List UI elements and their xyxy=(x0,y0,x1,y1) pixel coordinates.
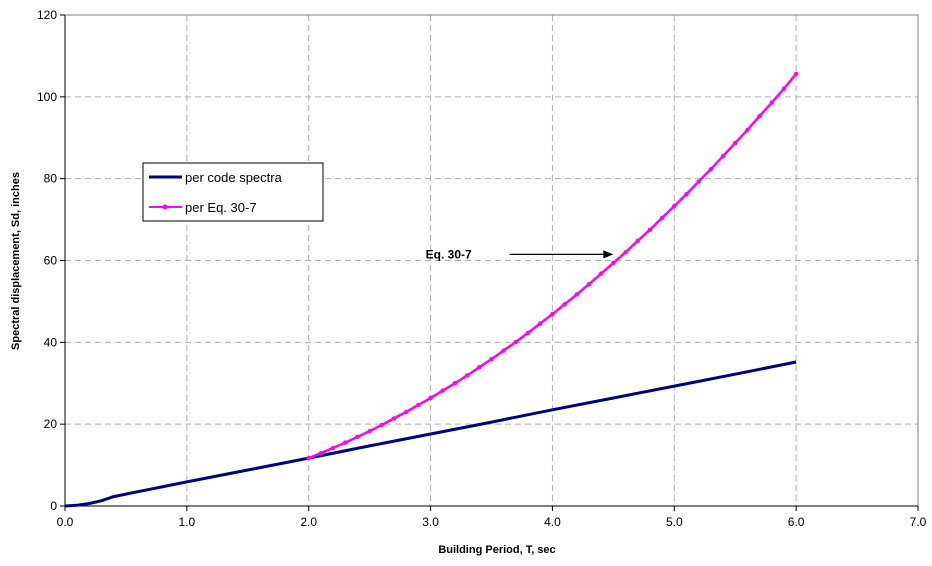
data-point xyxy=(647,227,653,233)
legend-marker-eq-30-7 xyxy=(162,204,168,210)
data-point xyxy=(586,282,592,287)
y-axis-title: Spectral displacement, Sd, inches xyxy=(10,172,22,350)
y-tick-label: 120 xyxy=(37,8,57,22)
data-point xyxy=(598,271,604,276)
data-point xyxy=(733,140,738,146)
x-tick-label: 7.0 xyxy=(910,515,927,529)
x-axis-ticks: 0.0 1.0 2.0 3.0 4.0 5.0 6.0 7.0 xyxy=(57,506,927,529)
data-point xyxy=(684,192,689,197)
grid-lines xyxy=(65,15,918,506)
data-point xyxy=(635,238,640,244)
y-tick-label: 0 xyxy=(50,499,57,513)
data-point xyxy=(708,167,714,172)
x-tick-label: 4.0 xyxy=(544,515,561,529)
data-point xyxy=(757,113,762,119)
x-tick-label: 0.0 xyxy=(57,515,74,529)
x-tick-label: 6.0 xyxy=(788,515,805,529)
data-point xyxy=(464,373,470,378)
data-point xyxy=(318,451,324,456)
y-tick-label: 20 xyxy=(44,417,58,431)
data-point xyxy=(550,311,555,317)
data-point xyxy=(306,455,311,461)
x-axis-title: Building Period, T, sec xyxy=(438,544,555,556)
data-point xyxy=(367,428,372,434)
data-point xyxy=(404,409,409,415)
y-tick-label: 40 xyxy=(44,335,58,349)
data-point xyxy=(781,86,787,91)
data-point xyxy=(343,440,348,445)
x-tick-label: 3.0 xyxy=(422,515,439,529)
data-point xyxy=(501,348,506,353)
data-point xyxy=(745,127,750,133)
annotation-layer: Eq. 30-7 xyxy=(426,247,614,261)
data-point xyxy=(416,402,421,408)
x-tick-label: 1.0 xyxy=(179,515,196,529)
annotation-label: Eq. 30-7 xyxy=(426,247,472,261)
data-point xyxy=(513,339,519,345)
data-point xyxy=(452,381,458,386)
data-point xyxy=(769,100,774,105)
data-point xyxy=(330,445,336,451)
data-point xyxy=(428,395,433,401)
data-point xyxy=(793,71,799,77)
data-point xyxy=(477,365,482,370)
data-point xyxy=(720,153,726,159)
legend-label-code-spectra: per code spectra xyxy=(185,170,283,185)
y-tick-label: 80 xyxy=(44,172,58,186)
data-point xyxy=(538,321,543,326)
legend-box xyxy=(142,162,324,222)
data-point xyxy=(440,388,445,393)
data-point xyxy=(696,179,701,184)
series-line-0 xyxy=(64,360,797,508)
y-tick-label: 100 xyxy=(37,90,57,104)
data-point xyxy=(355,434,360,440)
data-point xyxy=(611,260,616,266)
data-point xyxy=(489,356,494,362)
data-point xyxy=(672,203,677,209)
data-point xyxy=(623,250,628,255)
y-axis-ticks: 0 20 40 60 80 100 120 xyxy=(37,8,65,513)
x-tick-label: 2.0 xyxy=(300,515,317,529)
data-point xyxy=(574,292,579,297)
annotation-arrow-head xyxy=(603,250,614,259)
legend: per code spectra per Eq. 30-7 xyxy=(142,162,324,222)
data-point xyxy=(525,330,531,336)
data-point xyxy=(562,302,567,307)
y-tick-label: 60 xyxy=(44,254,58,268)
x-tick-label: 5.0 xyxy=(666,515,683,529)
data-point xyxy=(659,215,665,221)
data-point xyxy=(379,422,385,428)
legend-label-eq-30-7: per Eq. 30-7 xyxy=(185,200,257,215)
data-point xyxy=(391,416,397,421)
series-layer xyxy=(64,71,799,508)
